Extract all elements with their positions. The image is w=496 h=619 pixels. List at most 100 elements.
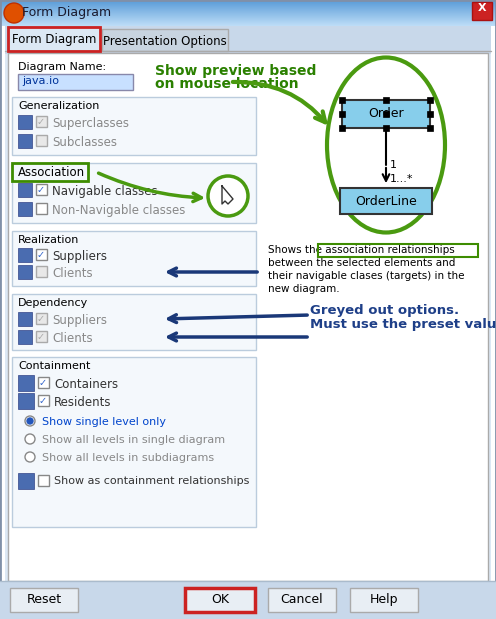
Bar bbox=[472, 2, 492, 20]
Bar bbox=[0, 5, 496, 6]
Text: Show all levels in subdiagrams: Show all levels in subdiagrams bbox=[42, 453, 214, 463]
Bar bbox=[0, 19, 496, 20]
Text: 1: 1 bbox=[390, 160, 397, 170]
Bar bbox=[0, 11, 496, 12]
Text: Superclasses: Superclasses bbox=[52, 117, 129, 130]
Text: 1...*: 1...* bbox=[390, 174, 414, 184]
Bar bbox=[185, 588, 255, 612]
Bar bbox=[12, 294, 256, 350]
Text: ✓: ✓ bbox=[37, 332, 45, 342]
Text: their navigable clases (targets) in the: their navigable clases (targets) in the bbox=[268, 271, 464, 281]
Bar bbox=[0, 20, 496, 21]
Bar bbox=[18, 74, 133, 90]
Text: Show preview based: Show preview based bbox=[155, 64, 316, 78]
Bar bbox=[339, 97, 345, 103]
Text: X: X bbox=[478, 3, 486, 13]
Bar bbox=[36, 249, 47, 260]
Bar bbox=[36, 184, 47, 195]
Text: Association: Association bbox=[18, 166, 85, 179]
Bar bbox=[12, 357, 256, 527]
Circle shape bbox=[25, 416, 35, 426]
Bar bbox=[339, 125, 345, 131]
Bar bbox=[0, 23, 496, 24]
Text: ✓: ✓ bbox=[37, 185, 45, 195]
Text: Show as containment relationships: Show as containment relationships bbox=[54, 476, 249, 486]
Bar bbox=[36, 203, 47, 214]
Bar bbox=[8, 27, 100, 51]
Bar bbox=[339, 111, 345, 117]
Text: Order: Order bbox=[368, 107, 404, 120]
Bar bbox=[12, 163, 256, 223]
Text: on mouse location: on mouse location bbox=[155, 77, 299, 91]
Bar bbox=[383, 97, 389, 103]
Text: Presentation Options: Presentation Options bbox=[103, 35, 227, 48]
Bar bbox=[427, 97, 433, 103]
Text: Subclasses: Subclasses bbox=[52, 136, 117, 149]
Bar bbox=[0, 18, 496, 19]
Bar bbox=[18, 134, 32, 148]
Bar bbox=[0, 6, 496, 7]
Text: Cancel: Cancel bbox=[281, 593, 323, 606]
Bar bbox=[18, 312, 32, 326]
Bar bbox=[0, 7, 496, 8]
Bar bbox=[185, 588, 255, 612]
Bar bbox=[350, 588, 418, 612]
Bar bbox=[0, 12, 496, 13]
Bar bbox=[0, 8, 496, 9]
Circle shape bbox=[208, 176, 248, 216]
Bar bbox=[0, 3, 496, 4]
Bar bbox=[18, 393, 34, 409]
Bar bbox=[18, 473, 34, 489]
Bar bbox=[0, 2, 496, 3]
Text: between the selected elements and: between the selected elements and bbox=[268, 258, 455, 268]
Text: Form Diagram: Form Diagram bbox=[22, 6, 111, 19]
Bar bbox=[0, 0, 496, 1]
Text: Containment: Containment bbox=[18, 361, 90, 371]
Bar bbox=[0, 22, 496, 23]
Bar bbox=[340, 188, 432, 214]
Text: Shows the association relationships: Shows the association relationships bbox=[268, 245, 455, 255]
Text: Show all levels in single diagram: Show all levels in single diagram bbox=[42, 435, 225, 445]
Bar bbox=[427, 111, 433, 117]
Bar bbox=[18, 183, 32, 197]
Text: Suppliers: Suppliers bbox=[52, 314, 107, 327]
Bar bbox=[18, 115, 32, 129]
Text: Non-Navigable classes: Non-Navigable classes bbox=[52, 204, 186, 217]
Bar bbox=[8, 53, 488, 581]
Text: ✓: ✓ bbox=[37, 117, 45, 127]
Bar bbox=[38, 395, 49, 406]
Text: ✓: ✓ bbox=[37, 314, 45, 324]
Bar bbox=[12, 97, 256, 155]
Bar bbox=[102, 29, 228, 51]
Bar bbox=[18, 248, 32, 262]
Bar bbox=[12, 163, 88, 181]
Text: Clients: Clients bbox=[52, 332, 93, 345]
Circle shape bbox=[4, 3, 24, 23]
Text: Suppliers: Suppliers bbox=[52, 250, 107, 263]
Text: ✓: ✓ bbox=[39, 396, 47, 406]
Text: ✓: ✓ bbox=[39, 378, 47, 388]
Text: new diagram.: new diagram. bbox=[268, 284, 340, 294]
Text: OK: OK bbox=[211, 593, 229, 606]
Text: Reset: Reset bbox=[26, 593, 62, 606]
Bar bbox=[18, 202, 32, 216]
Text: Residents: Residents bbox=[54, 396, 112, 409]
Text: Clients: Clients bbox=[52, 267, 93, 280]
Text: Realization: Realization bbox=[18, 235, 79, 245]
Bar bbox=[0, 15, 496, 16]
Polygon shape bbox=[222, 186, 233, 204]
Text: Diagram Name:: Diagram Name: bbox=[18, 62, 106, 72]
Bar bbox=[18, 330, 32, 344]
Bar bbox=[0, 10, 496, 11]
Text: Greyed out options.: Greyed out options. bbox=[310, 304, 459, 317]
Bar bbox=[12, 231, 256, 286]
Bar bbox=[318, 244, 478, 257]
Bar bbox=[0, 0, 496, 26]
Bar bbox=[36, 135, 47, 146]
Bar bbox=[0, 17, 496, 18]
Bar bbox=[0, 21, 496, 22]
Circle shape bbox=[27, 418, 33, 424]
Bar bbox=[427, 125, 433, 131]
Circle shape bbox=[25, 452, 35, 462]
Text: Must use the preset values.: Must use the preset values. bbox=[310, 318, 496, 331]
